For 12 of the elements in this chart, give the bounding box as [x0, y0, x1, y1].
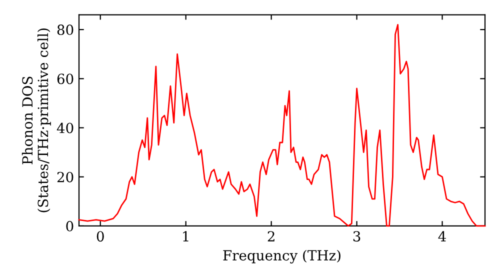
x-tick-label: 0	[96, 231, 104, 242]
x-tick-label: 3	[353, 231, 360, 242]
y-tick-label: 60	[57, 74, 74, 84]
x-tick-label: 1	[183, 231, 188, 242]
x-tick-label: 2	[268, 231, 274, 242]
y-tick-label: 40	[56, 122, 74, 134]
y-axis-title: Phonon DOS (States/THz·primitive cell)	[22, 28, 51, 212]
x-tick-label: 4	[438, 231, 446, 242]
y-tick-label: 0	[66, 220, 74, 232]
y-tick-label: 80	[57, 24, 74, 36]
x-axis-title: Frequency (THz)	[223, 250, 340, 264]
y-tick-label: 20	[57, 172, 74, 182]
